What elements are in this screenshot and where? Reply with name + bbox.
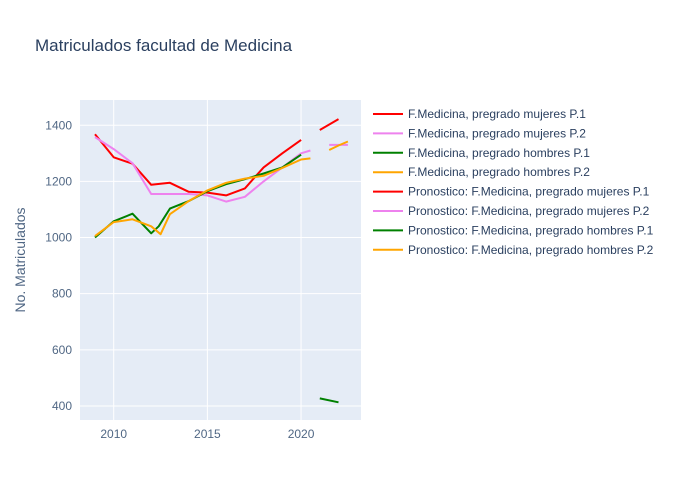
series-line-7 <box>319 397 339 404</box>
legend-label: F.Medicina, pregrado hombres P.2 <box>408 165 590 179</box>
y-tick-label: 800 <box>52 287 72 301</box>
y-tick-label: 1200 <box>45 174 72 188</box>
series-line-5 <box>319 118 340 131</box>
x-tick-label: 2020 <box>288 427 315 441</box>
x-tick-label: 2010 <box>100 427 127 441</box>
legend-label: F.Medicina, pregrado mujeres P.1 <box>408 107 586 121</box>
legend-label: Pronostico: F.Medicina, pregrado hombres… <box>408 223 654 237</box>
legend-label: F.Medicina, pregrado mujeres P.2 <box>408 126 586 140</box>
plot-area <box>80 100 361 420</box>
legend-item-3[interactable]: F.Medicina, pregrado hombres P.1 <box>373 146 590 160</box>
legend-label: Pronostico: F.Medicina, pregrado hombres… <box>408 243 654 257</box>
legend[interactable]: F.Medicina, pregrado mujeres P.1 F.Medici… <box>373 107 654 257</box>
y-tick-label: 1400 <box>45 118 72 132</box>
y-axis-title: No. Matriculados <box>12 207 28 312</box>
legend-label: F.Medicina, pregrado hombres P.1 <box>408 146 590 160</box>
legend-item-5[interactable]: Pronostico: F.Medicina, pregrado mujeres… <box>373 185 650 199</box>
legend-item-1[interactable]: F.Medicina, pregrado mujeres P.1 <box>373 107 586 121</box>
y-axis-ticks: 400 600 800 1000 1200 1400 <box>45 118 72 413</box>
legend-item-7[interactable]: Pronostico: F.Medicina, pregrado hombres… <box>373 223 654 237</box>
series-line-1 <box>94 133 302 197</box>
series-line-4 <box>94 157 311 237</box>
legend-item-8[interactable]: Pronostico: F.Medicina, pregrado hombres… <box>373 243 654 257</box>
chart-title: Matriculados facultad de Medicina <box>35 36 293 55</box>
legend-item-6[interactable]: Pronostico: F.Medicina, pregrado mujeres… <box>373 204 650 218</box>
y-tick-label: 400 <box>52 399 72 413</box>
series-lines <box>94 118 349 404</box>
legend-item-2[interactable]: F.Medicina, pregrado mujeres P.2 <box>373 126 586 140</box>
x-tick-label: 2015 <box>194 427 221 441</box>
y-tick-label: 600 <box>52 343 72 357</box>
series-line-8 <box>328 140 349 151</box>
legend-label: Pronostico: F.Medicina, pregrado mujeres… <box>408 185 650 199</box>
legend-item-4[interactable]: F.Medicina, pregrado hombres P.2 <box>373 165 590 179</box>
legend-label: Pronostico: F.Medicina, pregrado mujeres… <box>408 204 650 218</box>
y-tick-label: 1000 <box>45 231 72 245</box>
x-axis-ticks: 2010 2015 2020 <box>100 427 314 441</box>
